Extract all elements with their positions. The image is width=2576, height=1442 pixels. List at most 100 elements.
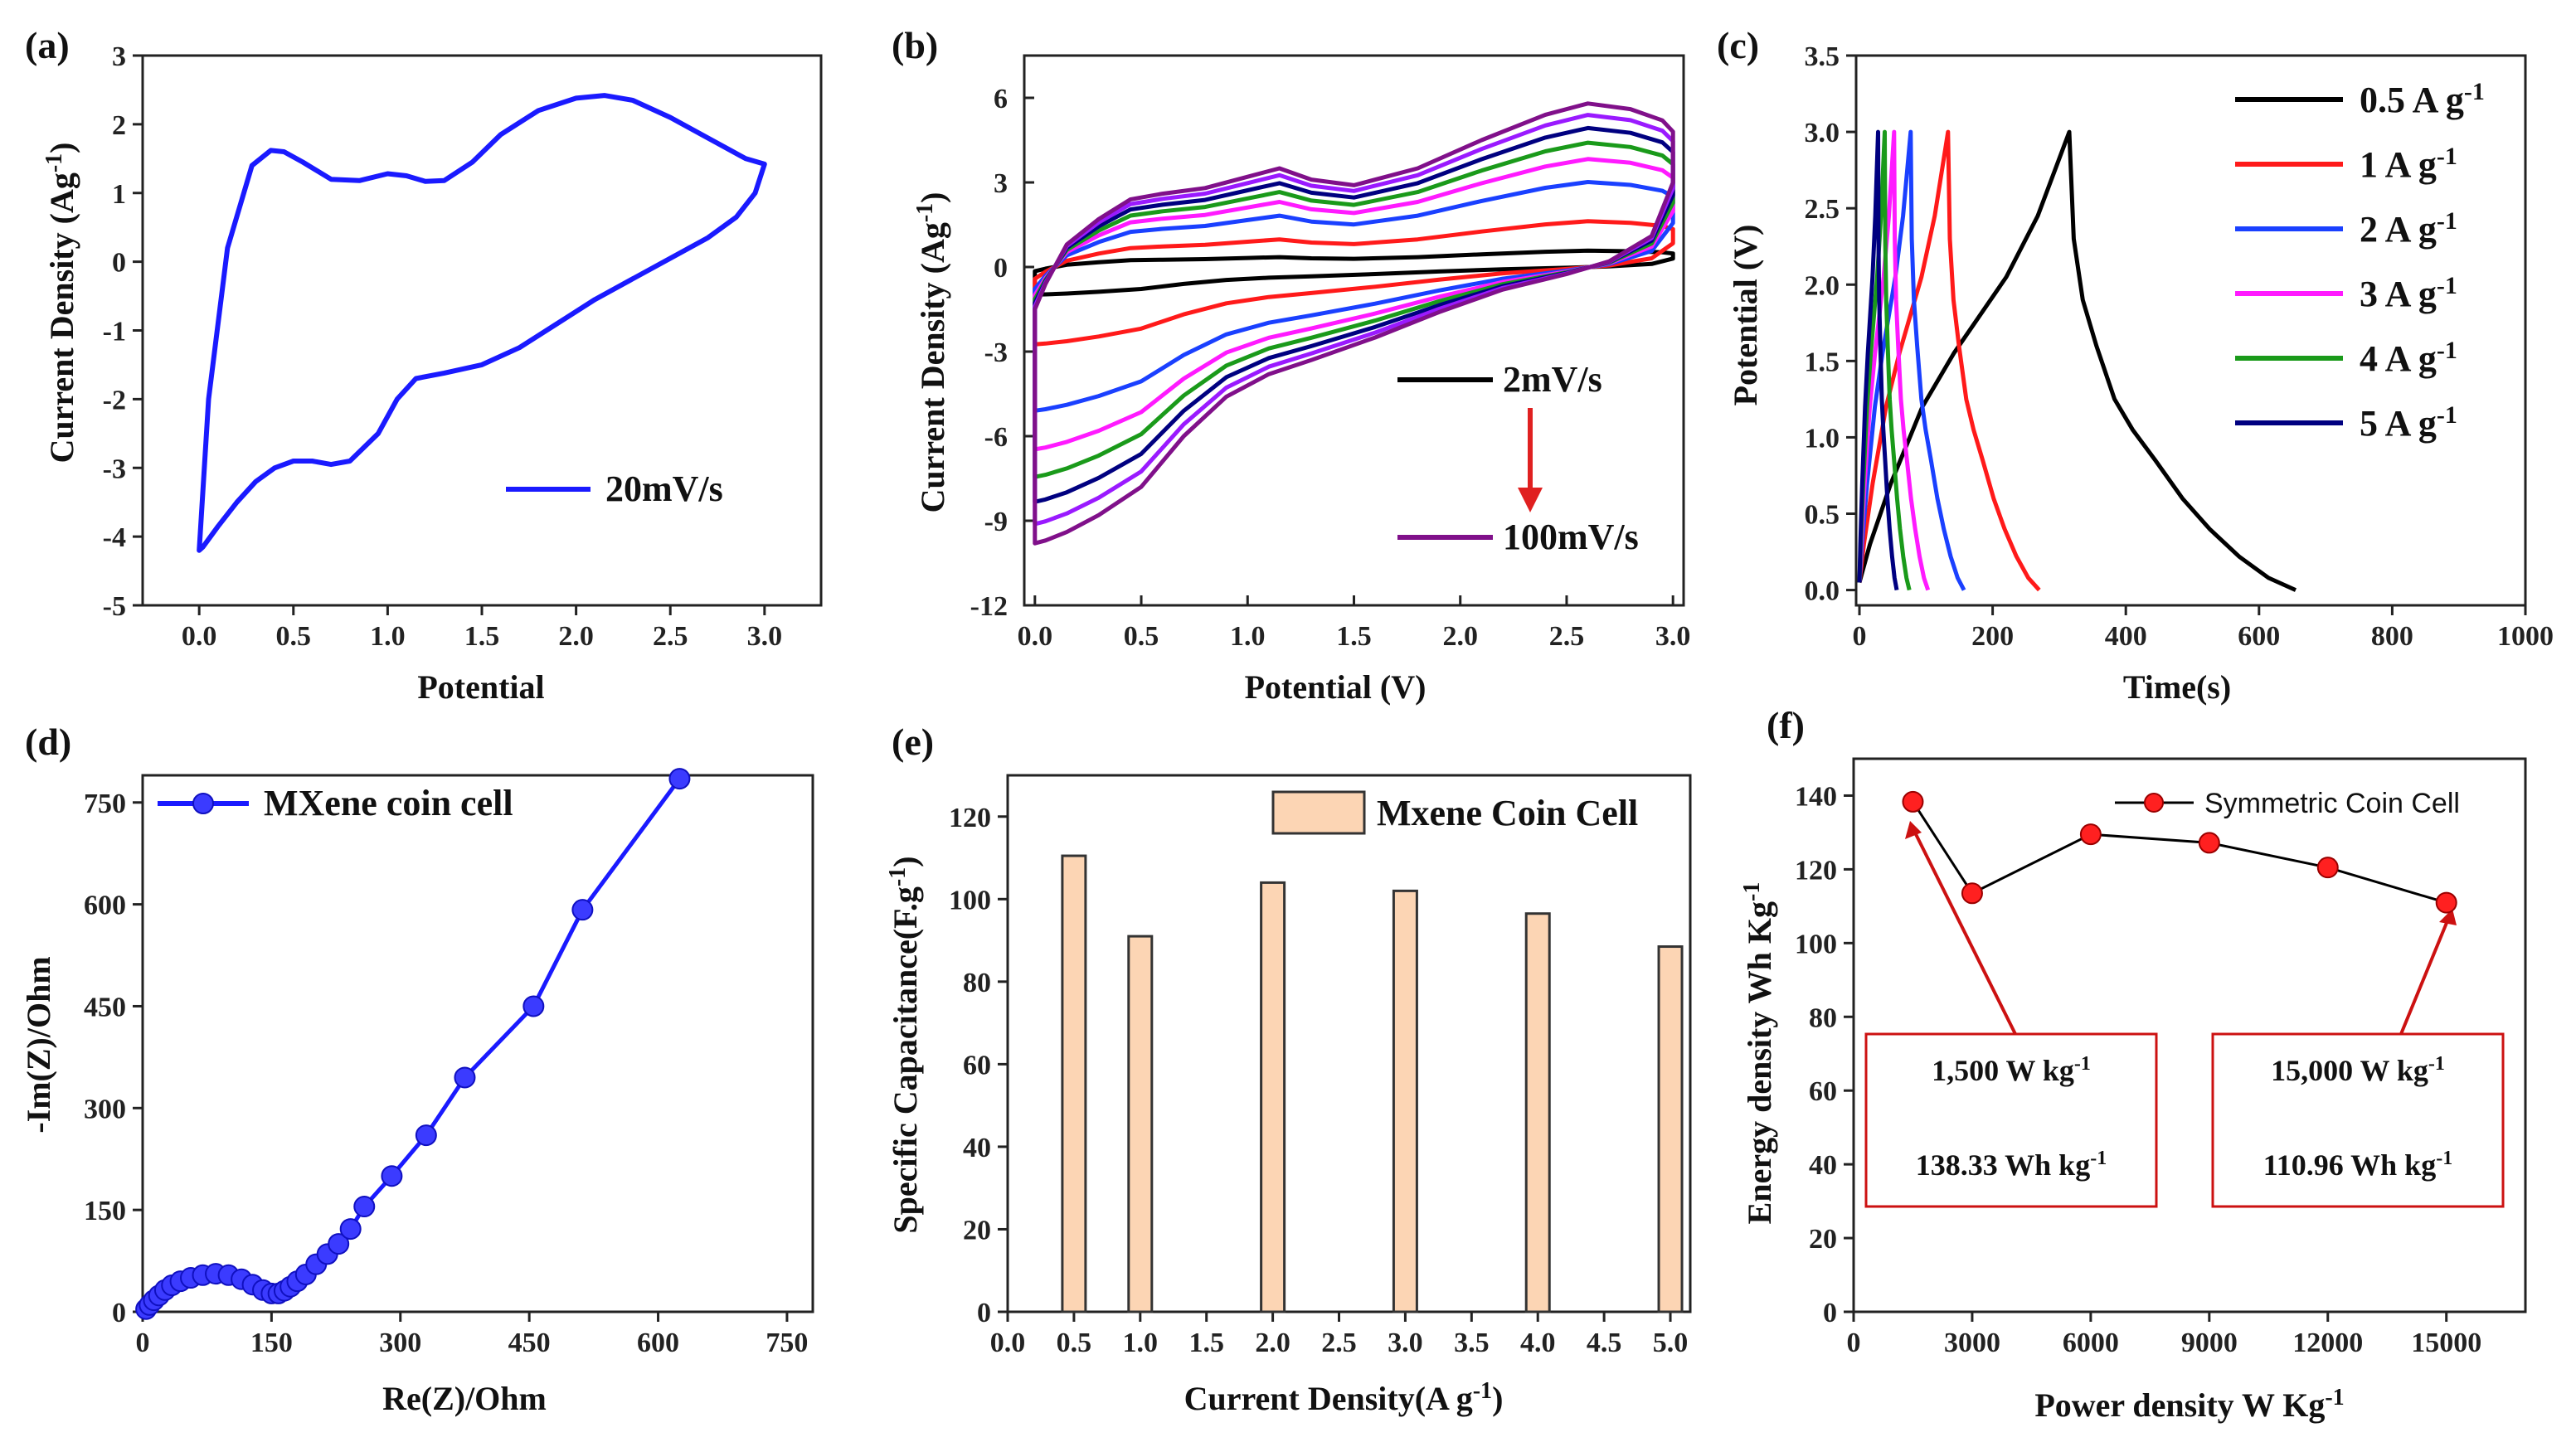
panel-e-label: (e) [892, 721, 934, 763]
b-ytick-label: 6 [994, 84, 1008, 114]
d-xtick-label: 750 [766, 1328, 808, 1358]
a-xtick-label: 1.5 [464, 621, 500, 652]
d-nyquist-point [668, 768, 691, 790]
a-xtick-label: 3.0 [747, 621, 783, 652]
f-annotation-right: 15,000 W kg-1 110.96 Wh kg-1 [2211, 1032, 2505, 1208]
a-ytick-label: -1 [103, 317, 126, 347]
f-ragone-line [1912, 801, 2447, 905]
c-xtick-label: 0 [1853, 621, 1867, 652]
b-ylabel: Current Density (Ag-1) [912, 192, 951, 513]
f-annotation-arrows [1905, 821, 2457, 1035]
e-bar-5 [1657, 945, 1684, 1313]
c-xlabel: Time(s) [2123, 668, 2231, 706]
f-xlabel: Power density W Kg-1 [2034, 1385, 2344, 1424]
b-xtick-label: 0.0 [1018, 621, 1053, 652]
f-plot-frame [1852, 757, 2527, 1313]
e-xtick-label: 2.5 [1321, 1328, 1357, 1358]
panel-d-label: (d) [25, 721, 71, 763]
b-arrow-head [1518, 488, 1543, 512]
e-ytick-label: 120 [949, 803, 991, 833]
b-xtick-label: 3.0 [1655, 621, 1691, 652]
b-ytick-label: 0 [994, 253, 1008, 284]
f-legend-marker [2144, 793, 2164, 813]
e-xtick-label: 5.0 [1653, 1328, 1689, 1358]
f-annotation-right-box [2211, 1032, 2505, 1208]
f-ytick-label: 120 [1795, 855, 1837, 886]
f-ragone-point [1961, 882, 1983, 905]
e-xtick-label: 3.5 [1454, 1328, 1490, 1358]
e-ytick-label: 0 [977, 1298, 991, 1328]
a-ytick-label: -4 [103, 522, 126, 553]
e-xtick-label: 0.0 [990, 1328, 1026, 1358]
f-ytick-label: 0 [1823, 1298, 1837, 1328]
b-legend-label-2: 100mV/s [1503, 517, 1639, 557]
e-ytick-label: 20 [963, 1215, 991, 1245]
f-ytick-label: 40 [1809, 1150, 1837, 1181]
f-xtick-label: 6000 [2063, 1328, 2119, 1358]
f-ragone-point [2435, 891, 2457, 914]
a-xtick-label: 2.0 [558, 621, 594, 652]
e-bar-3 [1392, 889, 1418, 1313]
d-plot-frame [141, 774, 814, 1313]
f-legend: Symmetric Coin Cell [2115, 788, 2460, 819]
a-ytick-label: 1 [112, 179, 126, 210]
c-ytick-label: 0.5 [1805, 500, 1840, 531]
a-cv-curve [197, 93, 767, 553]
e-xtick-label: 4.5 [1587, 1328, 1622, 1358]
f-annotation-right-energy: 110.96 Wh kg-1 [2263, 1148, 2452, 1182]
f-ytick-label: 140 [1795, 781, 1837, 812]
a-ytick-label: 2 [112, 110, 126, 141]
b-cv-curve-7 [1033, 101, 1675, 546]
e-legend-swatch [1271, 790, 1366, 835]
f-annotation-left-power: 1,500 W kg-1 [1932, 1053, 2091, 1087]
c-plot-frame [1854, 54, 2527, 607]
b-ytick-label: -6 [984, 422, 1008, 453]
panel-a-label: (a) [25, 24, 70, 66]
f-arrow-left-head [1905, 821, 1922, 839]
b-legend-label-1: 2mV/s [1503, 359, 1602, 400]
d-ytick-label: 150 [84, 1196, 126, 1226]
c-xtick-label: 400 [2105, 621, 2147, 652]
c-xtick-label: 1000 [2497, 621, 2554, 652]
f-ragone-point [2079, 823, 2102, 846]
c-gcd-curve-3 [1857, 129, 1931, 591]
a-xtick-label: 0.5 [276, 621, 312, 652]
c-legend-label-1: 1 A g-1 [2360, 143, 2457, 185]
d-xtick-label: 300 [379, 1328, 421, 1358]
f-xtick-label: 3000 [1944, 1328, 2000, 1358]
d-xtick-label: 600 [637, 1328, 679, 1358]
c-ytick-label: 3.0 [1805, 118, 1840, 148]
c-legend-label-0: 0.5 A g-1 [2360, 78, 2485, 120]
f-ragone-point [2198, 832, 2220, 854]
b-legend: 2mV/s 100mV/s [1397, 359, 1639, 557]
d-nyquist-point [522, 995, 545, 1017]
e-legend: Mxene Coin Cell [1271, 790, 1638, 835]
d-legend: MXene coin cell [158, 783, 513, 823]
b-xlabel: Potential (V) [1245, 668, 1427, 706]
f-xtick-label: 12000 [2292, 1328, 2363, 1358]
d-xlabel: Re(Z)/Ohm [382, 1380, 547, 1417]
c-gcd-curve-2 [1857, 129, 1966, 591]
e-xtick-label: 1.0 [1123, 1328, 1159, 1358]
a-ytick-label: 0 [112, 248, 126, 279]
c-ytick-label: 1.0 [1805, 423, 1840, 454]
e-bar-0 [1061, 854, 1087, 1313]
e-xlabel: Current Density(A g-1) [1184, 1378, 1504, 1417]
panel-b-label: (b) [892, 24, 938, 66]
e-ylabel: Specific Capacitance(F.g-1) [885, 856, 924, 1233]
e-xtick-label: 0.5 [1057, 1328, 1092, 1358]
f-xtick-label: 0 [1847, 1328, 1861, 1358]
d-ytick-label: 450 [84, 992, 126, 1022]
d-nyquist-point [339, 1218, 362, 1241]
d-ytick-label: 600 [84, 891, 126, 921]
b-cv-curve-0 [1033, 248, 1675, 297]
c-legend-label-3: 3 A g-1 [2360, 272, 2457, 314]
f-ylabel: Energy density Wh Kg-1 [1739, 882, 1778, 1225]
a-plot-frame [141, 54, 823, 607]
c-ytick-label: 3.5 [1805, 41, 1840, 72]
d-nyquist-point [571, 899, 594, 921]
f-annotation-left-energy: 138.33 Wh kg-1 [1916, 1148, 2107, 1182]
a-xlabel: Potential [417, 668, 544, 706]
a-ytick-label: 3 [112, 41, 126, 72]
f-ragone-point [2316, 857, 2339, 879]
